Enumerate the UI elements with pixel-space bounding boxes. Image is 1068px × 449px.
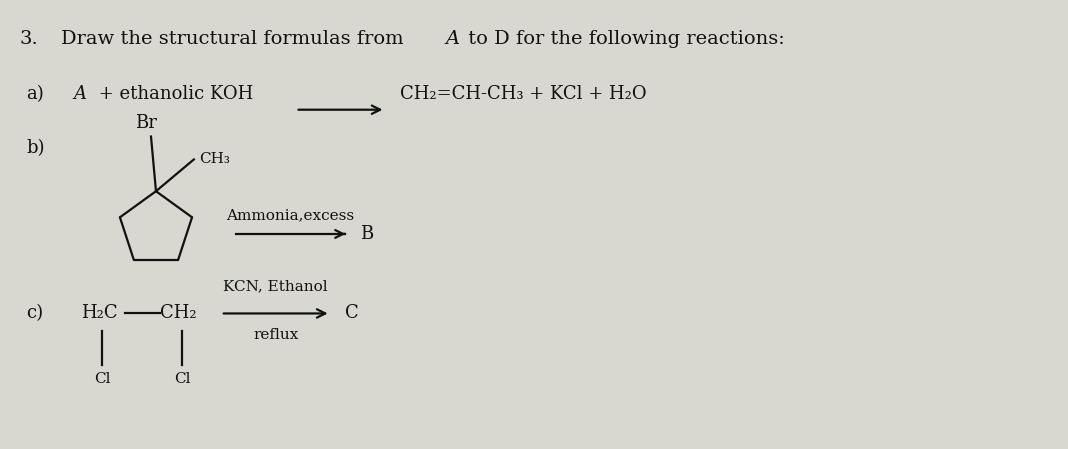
Text: a): a) (27, 85, 44, 103)
Text: + ethanolic KOH: + ethanolic KOH (93, 85, 253, 103)
Text: to D for the following reactions:: to D for the following reactions: (462, 30, 785, 48)
Text: CH₃: CH₃ (199, 152, 230, 167)
Text: KCN, Ethanol: KCN, Ethanol (223, 280, 328, 294)
Text: H₂C: H₂C (81, 304, 117, 322)
Text: Br: Br (135, 114, 157, 132)
Text: C: C (345, 304, 359, 322)
Text: Ammonia,excess: Ammonia,excess (226, 208, 355, 222)
Text: reflux: reflux (253, 328, 298, 342)
Text: b): b) (27, 140, 45, 158)
Text: 3.: 3. (19, 30, 38, 48)
Text: A: A (74, 85, 87, 103)
Text: CH₂=CH-CH₃ + KCl + H₂O: CH₂=CH-CH₃ + KCl + H₂O (400, 85, 647, 103)
Text: B: B (361, 225, 374, 243)
Text: A: A (445, 30, 459, 48)
Text: Cl: Cl (174, 372, 190, 386)
Text: Cl: Cl (94, 372, 110, 386)
Text: CH₂: CH₂ (160, 304, 197, 322)
Text: c): c) (27, 304, 44, 322)
Text: Draw the structural formulas from: Draw the structural formulas from (61, 30, 410, 48)
